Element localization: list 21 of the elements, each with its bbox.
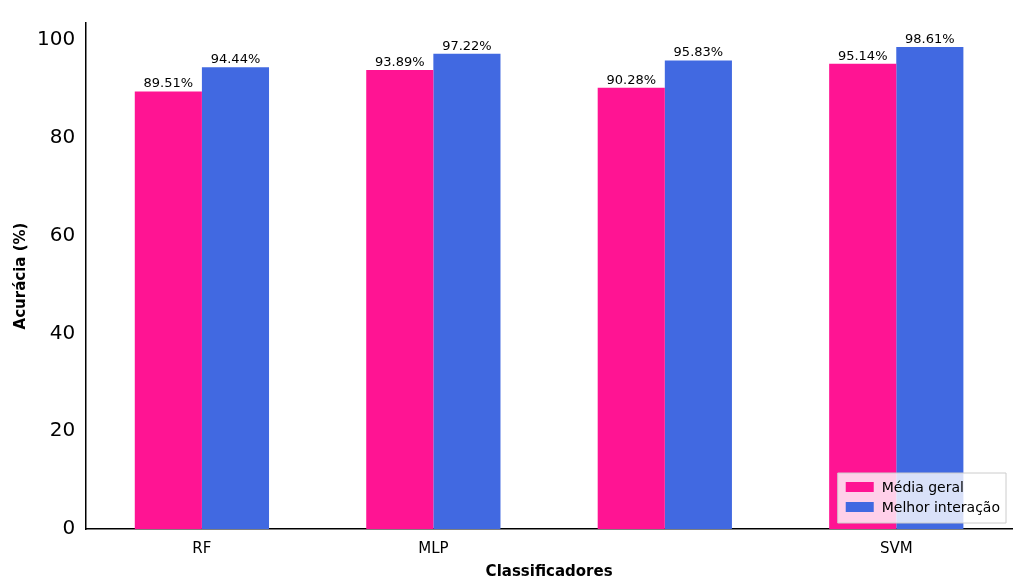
x-axis-title: Classificadores — [485, 561, 613, 580]
y-tick-label: 20 — [49, 417, 76, 442]
x-tick-label: SVM — [879, 538, 913, 557]
y-tick-label: 0 — [62, 515, 76, 540]
x-tick-label: RF — [192, 538, 212, 557]
data-label: 90.28% — [606, 71, 657, 87]
y-tick-label: 40 — [49, 319, 76, 344]
data-label: 98.61% — [905, 30, 955, 46]
y-tick-label: 80 — [49, 124, 76, 149]
x-tick-label: MLP — [418, 538, 449, 557]
data-label: 95.14% — [837, 47, 888, 63]
data-label: 93.89% — [375, 53, 425, 69]
y-tick-label: 60 — [49, 221, 76, 246]
legend-label: Melhor interação — [881, 498, 1001, 515]
legend-label: Média geral — [881, 478, 964, 495]
data-label: 94.44% — [210, 51, 261, 67]
y-tick-label: 100 — [36, 26, 76, 51]
data-label: 95.83% — [673, 44, 724, 60]
data-label: 97.22% — [442, 37, 492, 53]
y-axis-title: Acurácia (%) — [10, 222, 29, 330]
data-label: 89.51% — [143, 75, 194, 91]
